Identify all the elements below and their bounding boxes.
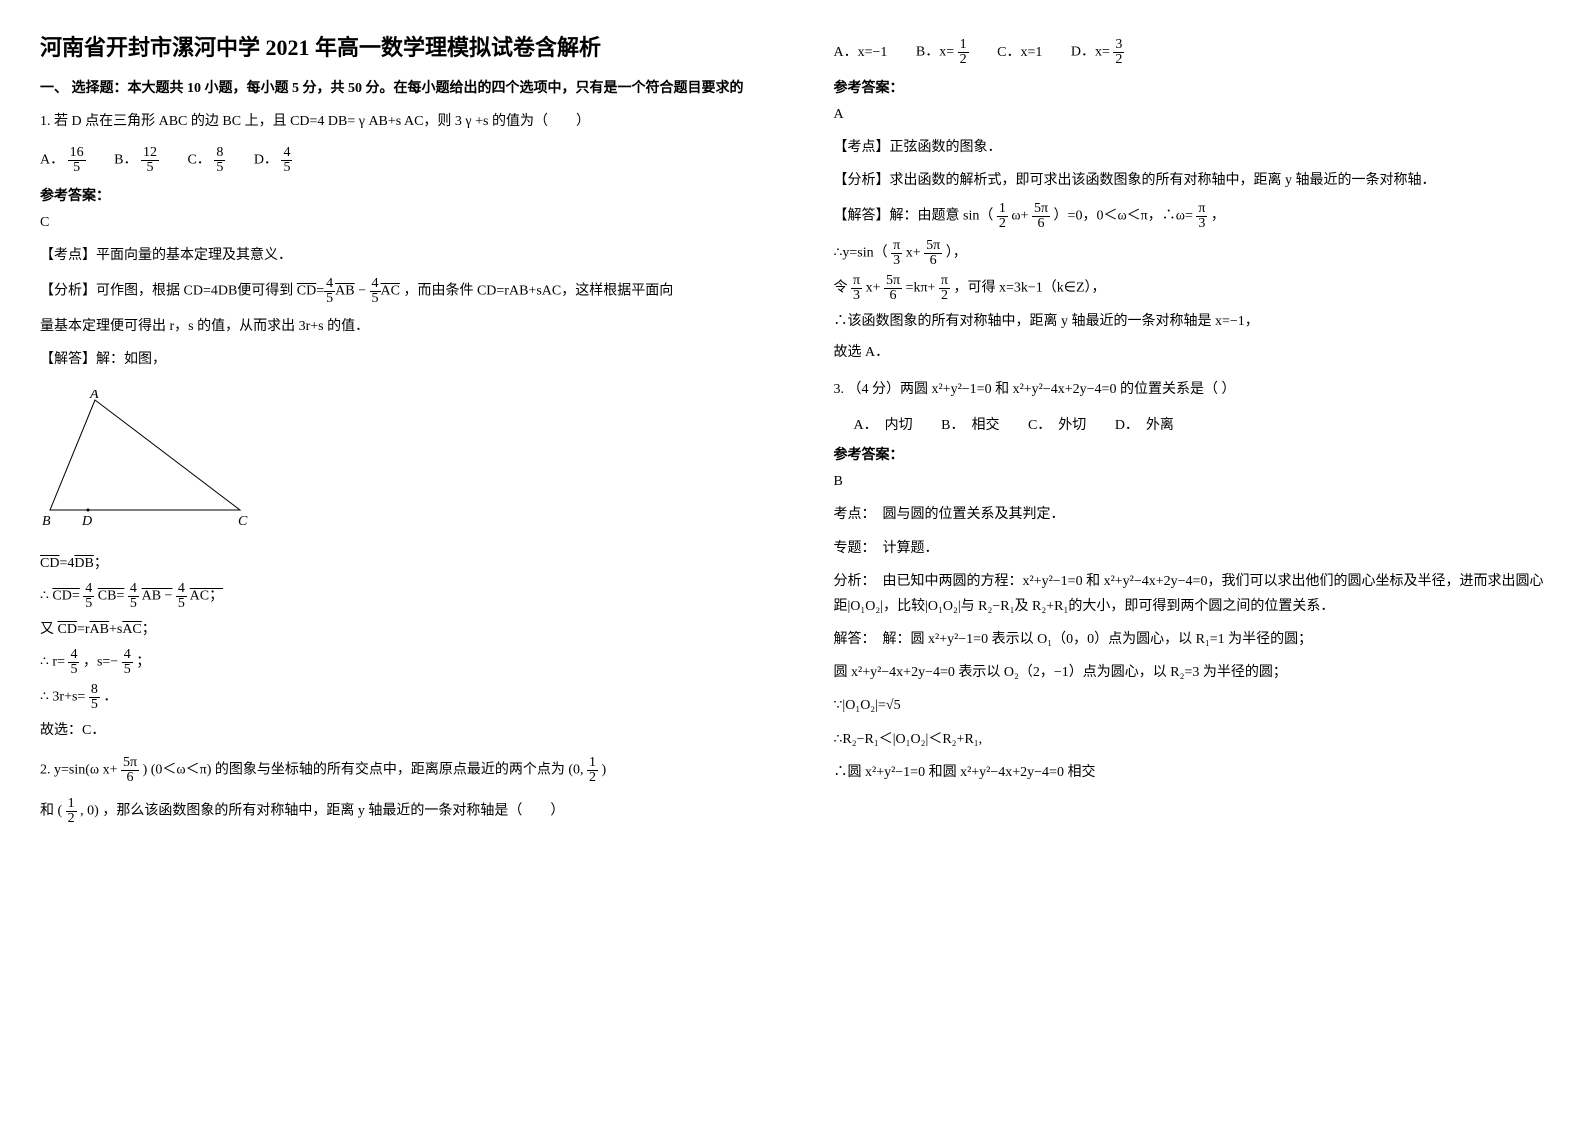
q2-conclusion: 故选 A． xyxy=(834,340,1548,365)
q2-options: A．x=−1 B．x= 12 C．x=1 D．x= 32 xyxy=(834,38,1548,67)
page-title: 河南省开封市漯河中学 2021 年高一数学理模拟试卷含解析 xyxy=(40,30,754,62)
q1-step1: CD=4DB； xyxy=(40,551,754,576)
svg-text:C: C xyxy=(238,514,248,529)
left-column: 河南省开封市漯河中学 2021 年高一数学理模拟试卷含解析 一、 选择题：本大题… xyxy=(0,0,794,1122)
q3-jieda3: ∵|O₁O₂|=√5 xyxy=(834,693,1548,718)
q3-answer-label: 参考答案： xyxy=(834,444,1548,464)
section-header: 一、 选择题：本大题共 10 小题，每小题 5 分，共 50 分。在每小题给出的… xyxy=(40,77,754,97)
q3-jieda2: 圆 x²+y²−4x+2y−4=0 表示以 O₂（2，−1）点为圆心，以 R₂=… xyxy=(834,660,1548,685)
q3-option-b: B． 相交 xyxy=(941,414,999,434)
question-2-cont: 和 ( 12 , 0) ，那么该函数图象的所有对称轴中，距离 y 轴最近的一条对… xyxy=(40,797,754,826)
q1-fenxi: 【分析】可作图，根据 CD=4DB便可得到 CD=45AB − 45AC ，而由… xyxy=(40,277,754,306)
q2-option-b: B．x= 12 xyxy=(916,38,969,67)
q1-answer: C xyxy=(40,210,754,235)
q1-option-c: C． 85 xyxy=(187,146,225,175)
q3-options: A． 内切 B． 相交 C． 外切 D． 外离 xyxy=(834,414,1548,434)
q1-jieda: 【解答】解：如图， xyxy=(40,347,754,372)
q2-step1: ∴y=sin（ π3 x+ 5π6 ）， xyxy=(834,239,1548,268)
q1-fenxi-cont: 量基本定理便可得出 r，s 的值，从而求出 3r+s 的值． xyxy=(40,314,754,339)
q3-option-a: A． 内切 xyxy=(854,414,913,434)
q1-option-b: B． 125 xyxy=(114,146,159,175)
q1-text: 1. 若 D 点在三角形 ABC 的边 BC 上，且 CD=4 DB= γ AB… xyxy=(40,114,590,129)
question-1: 1. 若 D 点在三角形 ABC 的边 BC 上，且 CD=4 DB= γ AB… xyxy=(40,109,754,134)
right-column: A．x=−1 B．x= 12 C．x=1 D．x= 32 参考答案： A 【考点… xyxy=(794,0,1587,1122)
q2-step3: ∴该函数图象的所有对称轴中，距离 y 轴最近的一条对称轴是 x=−1， xyxy=(834,309,1548,334)
q3-fenxi: 分析： 由已知中两圆的方程：x²+y²−1=0 和 x²+y²−4x+2y−4=… xyxy=(834,569,1548,619)
q2-answer-label: 参考答案： xyxy=(834,77,1548,97)
q1-option-a: A． 165 xyxy=(40,146,86,175)
q3-jieda4: ∴R₂−R₁＜|O₁O₂|＜R₂+R₁, xyxy=(834,727,1548,752)
q3-jieda5: ∴圆 x²+y²−1=0 和圆 x²+y²−4x+2y−4=0 相交 xyxy=(834,760,1548,785)
triangle-diagram: A B C D xyxy=(40,390,260,530)
q1-step2: ∴ CD= 45 CB= 45 AB − 45 AC； xyxy=(40,582,754,611)
svg-text:B: B xyxy=(42,514,51,529)
question-2: 2. y=sin(ω x+ 5π6 ) (0＜ω＜π) 的图象与坐标轴的所有交点… xyxy=(40,756,754,785)
svg-text:D: D xyxy=(81,514,92,529)
q3-zhuanti: 专题： 计算题． xyxy=(834,536,1548,561)
q1-step5: ∴ 3r+s= 85 ． xyxy=(40,683,754,712)
q2-answer: A xyxy=(834,102,1548,127)
q2-option-d: D．x= 32 xyxy=(1071,38,1125,67)
q2-step2: 令 π3 x+ 5π6 =kπ+ π2 ，可得 x=3k−1（k∈Z）， xyxy=(834,274,1548,303)
q2-jieda: 【解答】解：由题意 sin（ 12 ω+ 5π6 ）=0，0＜ω＜π，∴ω= π… xyxy=(834,202,1548,231)
q1-options: A． 165 B． 125 C． 85 D． 45 xyxy=(40,146,754,175)
svg-text:A: A xyxy=(89,390,99,402)
q2-option-a: A．x=−1 xyxy=(834,41,888,61)
q1-answer-label: 参考答案： xyxy=(40,185,754,205)
q1-step4: ∴ r= 45 ，s=− 45 ； xyxy=(40,648,754,677)
q3-kaodian: 考点： 圆与圆的位置关系及其判定． xyxy=(834,502,1548,527)
q3-jieda1: 解答： 解：圆 x²+y²−1=0 表示以 O₁（0，0）点为圆心，以 R₁=1… xyxy=(834,627,1548,652)
question-3: 3. （4 分）两圆 x²+y²−1=0 和 x²+y²−4x+2y−4=0 的… xyxy=(834,377,1548,402)
q2-kaodian: 【考点】正弦函数的图象． xyxy=(834,135,1548,160)
q3-option-c: C． 外切 xyxy=(1028,414,1086,434)
q2-option-c: C．x=1 xyxy=(997,41,1042,61)
q3-option-d: D． 外离 xyxy=(1115,414,1174,434)
q1-kaodian: 【考点】平面向量的基本定理及其意义． xyxy=(40,243,754,268)
q3-answer: B xyxy=(834,469,1548,494)
q1-conclusion: 故选：C． xyxy=(40,718,754,743)
q2-fenxi: 【分析】求出函数的解析式，即可求出该函数图象的所有对称轴中，距离 y 轴最近的一… xyxy=(834,168,1548,193)
q1-option-d: D． 45 xyxy=(254,146,293,175)
q1-step3: 又 CD=rAB+sAC； xyxy=(40,617,754,642)
